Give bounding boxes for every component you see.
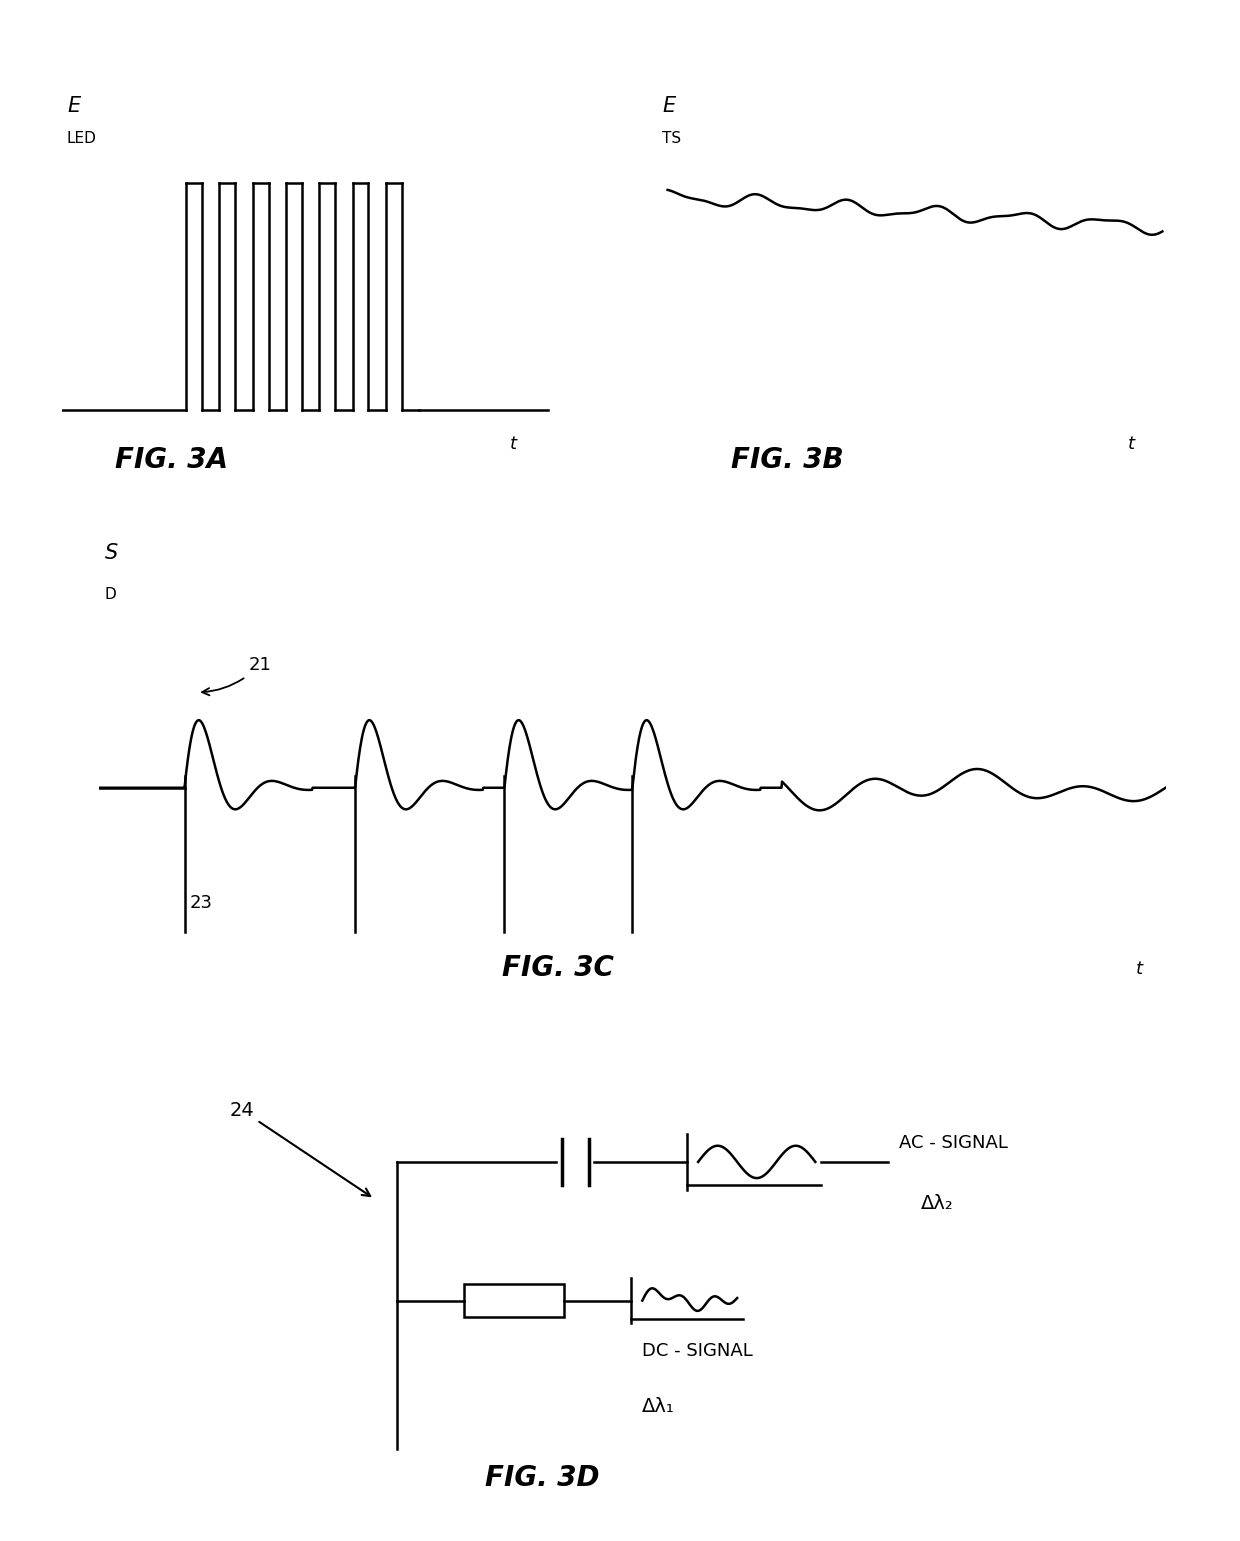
Text: D: D: [104, 587, 117, 603]
Text: S: S: [104, 544, 118, 564]
Text: FIG. 3B: FIG. 3B: [732, 445, 843, 473]
Text: t: t: [1127, 436, 1135, 453]
Text: 24: 24: [229, 1100, 371, 1196]
Text: FIG. 3A: FIG. 3A: [114, 445, 228, 473]
Text: TS: TS: [662, 131, 682, 146]
Text: LED: LED: [67, 131, 97, 146]
Text: AC - SIGNAL: AC - SIGNAL: [899, 1134, 1008, 1153]
Text: DC - SIGNAL: DC - SIGNAL: [642, 1342, 753, 1361]
Text: 23: 23: [190, 894, 213, 912]
Text: E: E: [662, 96, 676, 116]
Text: FIG. 3D: FIG. 3D: [485, 1464, 599, 1492]
Text: 21: 21: [202, 656, 272, 695]
Text: Δλ₂: Δλ₂: [921, 1194, 954, 1213]
Text: t: t: [1136, 960, 1142, 979]
Text: FIG. 3C: FIG. 3C: [502, 954, 614, 982]
Text: t: t: [510, 436, 517, 453]
Text: Δλ₁: Δλ₁: [642, 1398, 675, 1416]
Text: E: E: [67, 96, 81, 116]
Bar: [464, 1285, 564, 1316]
